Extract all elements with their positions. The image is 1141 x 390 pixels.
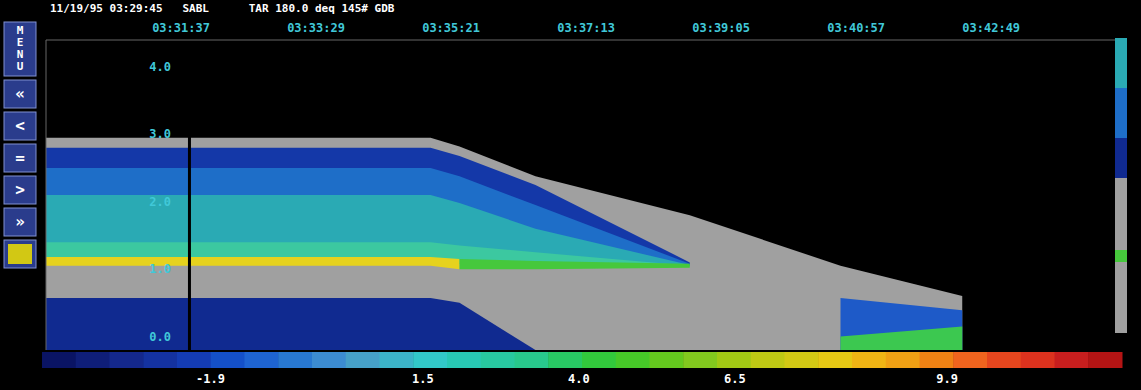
svg-text:9.9: 9.9 — [936, 372, 958, 386]
svg-text:0.0: 0.0 — [149, 330, 171, 344]
svg-text:-1.9: -1.9 — [196, 372, 225, 386]
svg-text:4.0: 4.0 — [149, 60, 171, 74]
svg-text:3.0: 3.0 — [149, 127, 171, 141]
svg-text:4.0: 4.0 — [568, 372, 590, 386]
svg-text:1.5: 1.5 — [412, 372, 434, 386]
svg-text:03:42:49: 03:42:49 — [962, 21, 1020, 35]
svg-text:«: « — [15, 84, 25, 103]
svg-text:03:39:05: 03:39:05 — [692, 21, 750, 35]
svg-text:03:40:57: 03:40:57 — [827, 21, 885, 35]
svg-text:N: N — [17, 48, 24, 61]
svg-text:M: M — [17, 24, 24, 37]
svg-text:<: < — [15, 116, 25, 135]
svg-text:E: E — [17, 36, 24, 49]
svg-text:6.5: 6.5 — [724, 372, 746, 386]
svg-text:U: U — [17, 60, 24, 73]
svg-text:03:33:29: 03:33:29 — [287, 21, 345, 35]
svg-text:>: > — [15, 180, 25, 199]
svg-text:1.0: 1.0 — [149, 262, 171, 276]
svg-text:03:31:37: 03:31:37 — [152, 21, 210, 35]
svg-text:03:37:13: 03:37:13 — [557, 21, 615, 35]
svg-text:11/19/95 03:29:45 SABL: 11/19/95 03:29:45 SABL TAR 180.0 deq 145… — [50, 2, 395, 15]
svg-text:2.0: 2.0 — [149, 195, 171, 209]
svg-text:=: = — [15, 148, 25, 167]
svg-text:03:35:21: 03:35:21 — [422, 21, 480, 35]
svg-text:»: » — [15, 212, 25, 231]
